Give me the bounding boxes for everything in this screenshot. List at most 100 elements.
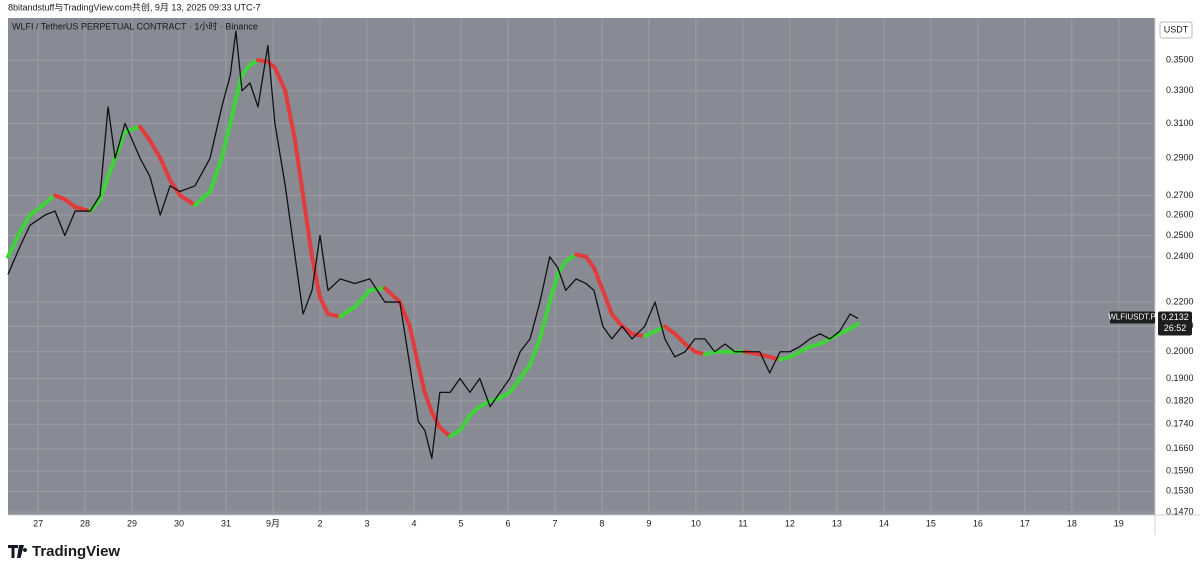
indicator-segment [518,362,533,381]
currency-box [1159,21,1193,39]
indicator-segment [352,288,372,309]
y-tick-label: 0.1530 [1166,486,1194,496]
x-tick-label: 10 [691,518,701,528]
indicator-segment [43,193,57,206]
indicator-segment [106,156,118,179]
plot-area [8,18,1155,515]
x-tick-label: 30 [174,518,184,528]
indicator-segment [62,197,78,210]
y-tick-label: 0.1660 [1166,443,1194,453]
indicator-segment [547,272,560,305]
indicator-segment [630,331,647,339]
x-tick-label: 14 [879,518,889,528]
y-tick-label: 0.2400 [1166,251,1194,261]
x-tick-label: 9月 [266,518,280,528]
indicator-segment [272,65,288,93]
y-tick-label: 0.1590 [1166,466,1194,476]
indicator-segment [563,252,579,264]
indicator-segment [528,336,542,367]
indicator-segment [177,193,198,208]
indicator-segment [397,300,412,329]
indicator-segment [848,321,861,331]
y-tick-label: 0.2200 [1166,296,1194,306]
price-line [7,30,859,459]
indicator-segment [609,312,625,329]
x-tick-label: 8 [599,518,604,528]
y-tick-label: 0.2700 [1166,190,1194,200]
attribution: 8bitandstuff与TradingView.com共创, 9月 13, 2… [8,1,260,12]
indicator-segment [6,229,23,259]
brand: TradingView [32,543,120,560]
x-tick-label: 31 [221,518,231,528]
indicator-segment [367,286,387,293]
indicator-segment [208,156,224,194]
indicator-segment [416,362,427,395]
x-tick-label: 5 [458,518,463,528]
indicator-segment [583,254,596,270]
indicator-segment [98,174,111,202]
indicator-segment [228,96,238,126]
indicator-segment [600,288,614,317]
indicator-segment [458,413,472,433]
y-tick-label: 0.2500 [1166,230,1194,240]
series-layer [6,30,861,459]
y-tick-label: 0.3100 [1166,118,1194,128]
x-tick-label: 28 [80,518,90,528]
y-tick-label: 0.3300 [1166,85,1194,95]
indicator-segment [325,312,343,319]
indicator-segment [283,88,298,143]
y-tick-label: 0.1820 [1166,395,1194,405]
y-tick-label: 0.2600 [1166,209,1194,219]
indicator-segment [147,138,163,161]
indicator-segment [407,324,421,367]
price-axis [1155,18,1200,515]
grid [8,18,1155,515]
x-tick-label: 9 [646,518,651,528]
indicator-segment [158,156,173,183]
indicator-segment [219,121,233,161]
x-tick-label: 2 [317,518,322,528]
y-tick-label: 0.3500 [1166,55,1194,65]
x-tick-label: 16 [973,518,983,528]
y-tick-label: 0.2000 [1166,346,1194,356]
indicator-segment [591,265,605,293]
indicator-segment [422,390,434,415]
symbol-tag-label: WLFIUSDT.P [1108,313,1156,322]
x-tick-label: 4 [411,518,416,528]
x-tick-label: 12 [785,518,795,528]
x-tick-label: 15 [926,518,936,528]
indicator-segment [537,300,552,341]
indicator-segment [662,324,677,336]
indicator-segment [382,286,402,305]
indicator-segment [18,213,33,234]
indicator-segment [338,304,357,319]
indicator-segment [193,189,213,208]
logo-mark [8,545,28,558]
indicator-segment [168,178,182,198]
indicator-segment [123,124,143,134]
x-tick-label: 17 [1020,518,1030,528]
x-tick-label: 3 [364,518,369,528]
indicator-segment [318,295,330,317]
indicator-segment [429,410,442,430]
indicator-segment [240,62,252,78]
x-tick-label: 29 [127,518,137,528]
x-tick-label: 13 [832,518,842,528]
indicator-segment [73,205,93,214]
brand-logo: TradingView [8,543,120,560]
indicator-segment [301,193,315,259]
price-tag [1158,311,1192,336]
indicator-segment [507,376,523,395]
price-tag-value: 0.2132 [1161,312,1189,322]
y-tick-label: 0.1470 [1166,507,1194,517]
x-tick-label: 6 [505,518,510,528]
symbol-line: WLFI / TetherUS PERPETUAL CONTRACT · 1小时… [12,20,258,31]
currency: USDT [1164,24,1189,34]
indicator-segment [437,425,453,439]
x-tick-label: 27 [33,518,43,528]
y-tick-label: 0.1900 [1166,373,1194,383]
indicator-segment [138,124,152,143]
y-tick-label: 0.1740 [1166,419,1194,429]
